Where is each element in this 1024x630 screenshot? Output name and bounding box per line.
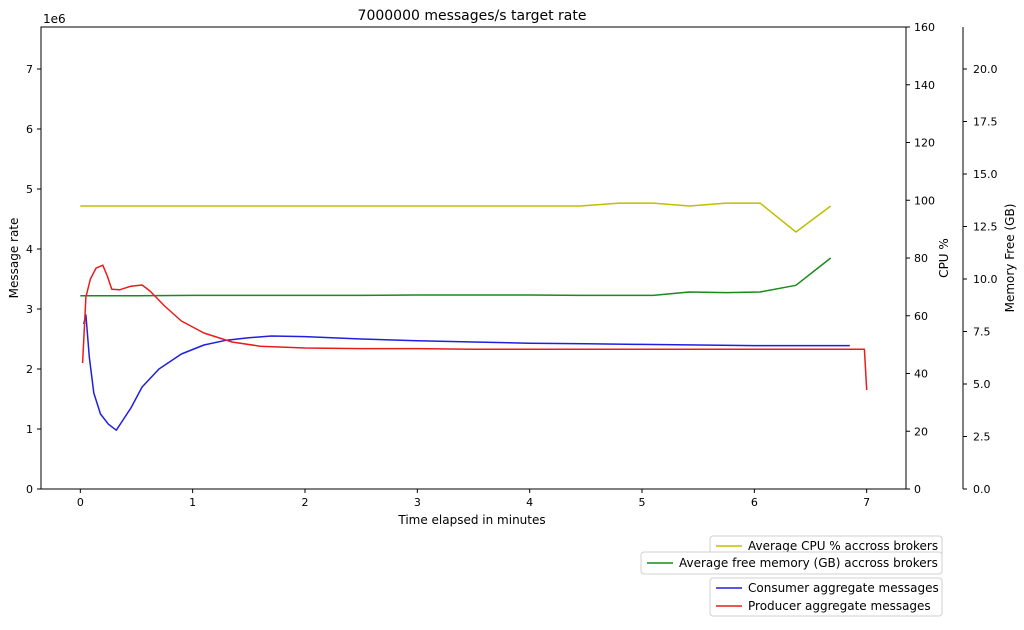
y-tick-label: 0 [26, 483, 33, 496]
x-tick-label: 0 [77, 496, 84, 509]
memory-tick-label: 0.0 [973, 483, 991, 496]
legend-memory: Average free memory (GB) accross brokers [640, 551, 943, 575]
legend-messages: Consumer aggregate messages Producer agg… [709, 577, 943, 617]
producer-series-line [81, 264, 868, 391]
cpu-tick-label: 120 [914, 137, 935, 150]
cpu-axis-label: CPU % [937, 238, 951, 278]
cpu-tick-label: 40 [914, 368, 928, 381]
memory-tick-label: 5.0 [973, 378, 991, 391]
y-tick-label: 4 [26, 243, 33, 256]
cpu-tick-label: 20 [914, 425, 928, 438]
cpu-tick-label: 160 [914, 21, 935, 34]
y-offset-label: 1e6 [43, 12, 66, 26]
y-axis-label: Message rate [7, 218, 21, 299]
y-tick-label: 5 [26, 183, 33, 196]
memory-axis-label: Memory Free (GB) [1003, 204, 1017, 313]
cpu-axis-ticks: 0 20 40 60 80 100 120 140 160 [906, 21, 935, 496]
x-tick-label: 6 [751, 496, 758, 509]
y-tick-label: 1 [26, 423, 33, 436]
memory-tick-label: 17.5 [973, 116, 998, 129]
memory-tick-label: 7.5 [973, 326, 991, 339]
y-tick-label: 7 [26, 63, 33, 76]
cpu-series-line [80, 202, 832, 233]
legend-producer-label: Producer aggregate messages [748, 599, 931, 613]
memory-tick-label: 20.0 [973, 63, 998, 76]
plot-border [40, 26, 907, 490]
x-tick-label: 1 [189, 496, 196, 509]
y-tick-label: 3 [26, 303, 33, 316]
memory-axis-ticks: 0.0 2.5 5.0 7.5 10.0 12.5 15.0 17.5 20.0 [963, 63, 998, 496]
cpu-tick-label: 0 [914, 483, 921, 496]
x-tick-label: 3 [414, 496, 421, 509]
memory-series-line [80, 257, 832, 297]
consumer-series-line [82, 314, 850, 431]
cpu-tick-label: 80 [914, 252, 928, 265]
cpu-tick-label: 60 [914, 310, 928, 323]
y-axis-ticks: 0 1 2 3 4 5 6 7 [26, 63, 41, 496]
x-axis-ticks: 0 1 2 3 4 5 6 7 [77, 489, 870, 509]
memory-tick-label: 10.0 [973, 273, 998, 286]
memory-tick-label: 12.5 [973, 221, 998, 234]
y-tick-label: 6 [26, 123, 33, 136]
cpu-tick-label: 100 [914, 194, 935, 207]
series-lines [80, 202, 868, 431]
x-axis-label: Time elapsed in minutes [397, 513, 545, 527]
x-tick-label: 4 [526, 496, 533, 509]
legend-consumer-label: Consumer aggregate messages [748, 581, 939, 595]
x-tick-label: 2 [301, 496, 308, 509]
legend-cpu-label: Average CPU % accross brokers [748, 539, 938, 553]
memory-tick-label: 2.5 [973, 431, 991, 444]
x-tick-label: 5 [639, 496, 646, 509]
memory-tick-label: 15.0 [973, 168, 998, 181]
plot-frame [40, 26, 964, 490]
y-tick-label: 2 [26, 363, 33, 376]
legend-memory-label: Average free memory (GB) accross brokers [679, 556, 938, 570]
chart-title: 7000000 messages/s target rate [358, 8, 587, 24]
cpu-tick-label: 140 [914, 79, 935, 92]
x-tick-label: 7 [863, 496, 870, 509]
